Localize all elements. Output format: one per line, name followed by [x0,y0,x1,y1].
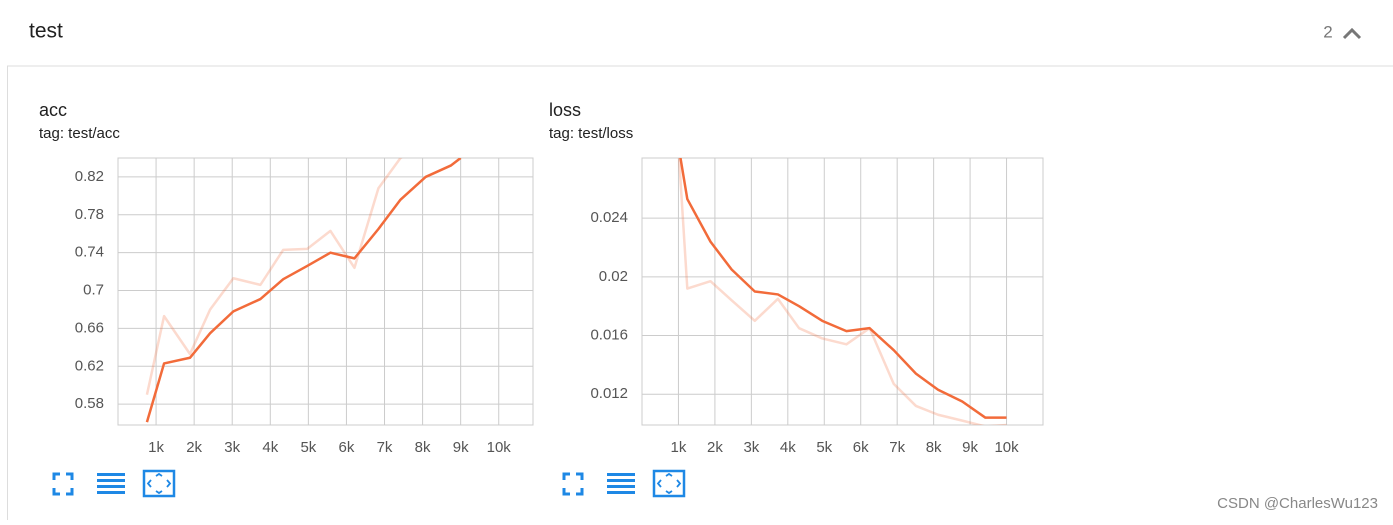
x-tick-label: 10k [487,439,512,456]
x-tick-label: 7k [889,439,905,456]
collapse-icon[interactable] [1342,27,1362,40]
x-tick-label: 1k [671,439,687,456]
y-tick-label: 0.012 [590,385,628,402]
x-tick-label: 8k [926,439,942,456]
x-tick-label: 3k [743,439,759,456]
series-line [679,158,1007,419]
x-tick-label: 5k [300,439,316,456]
plot-frame [117,157,534,426]
series-line [145,158,462,423]
y-tick-label: 0.024 [590,209,628,226]
x-tick-label: 9k [962,439,978,456]
fit-icon[interactable] [142,469,176,498]
plot-frame [641,157,1044,426]
x-tick-label: 2k [707,439,723,456]
plot [145,158,462,423]
y-tick-label: 0.82 [75,168,104,185]
fullscreen-icon[interactable] [52,472,74,496]
y-tick-label: 0.016 [590,326,628,343]
x-tick-label: 5k [816,439,832,456]
fullscreen-icon[interactable] [562,472,584,496]
data-icon[interactable] [97,473,125,494]
fit-icon[interactable] [652,469,686,498]
chart-tools [52,469,176,498]
series-line [677,158,1007,425]
x-tick-label: 10k [994,439,1019,456]
y-tick-label: 0.02 [599,268,628,285]
chart-subtitle: tag: test/loss [549,125,633,142]
plot [677,158,1007,425]
x-tick-label: 8k [415,439,431,456]
x-tick-label: 2k [186,439,202,456]
x-tick-label: 4k [262,439,278,456]
group-count: 2 [1323,22,1332,41]
series-line [145,158,403,395]
data-icon[interactable] [607,473,635,494]
x-tick-label: 4k [780,439,796,456]
x-tick-label: 9k [453,439,469,456]
chart-tools [562,469,686,498]
y-tick-label: 0.78 [75,206,104,223]
chart-title: acc [39,100,67,120]
y-tick-label: 0.66 [75,319,104,336]
chart-subtitle: tag: test/acc [39,125,120,142]
chart-title: loss [549,100,581,120]
y-tick-label: 0.58 [75,395,104,412]
y-tick-label: 0.74 [75,244,104,261]
x-tick-label: 3k [224,439,240,456]
x-tick-label: 6k [853,439,869,456]
y-tick-label: 0.7 [83,282,104,299]
y-tick-label: 0.62 [75,357,104,374]
x-tick-label: 6k [339,439,355,456]
x-tick-label: 1k [148,439,164,456]
group-title: test [29,20,63,43]
x-tick-label: 7k [377,439,393,456]
watermark: CSDN @CharlesWu123 [1217,495,1378,512]
header-bar[interactable] [0,0,1393,66]
